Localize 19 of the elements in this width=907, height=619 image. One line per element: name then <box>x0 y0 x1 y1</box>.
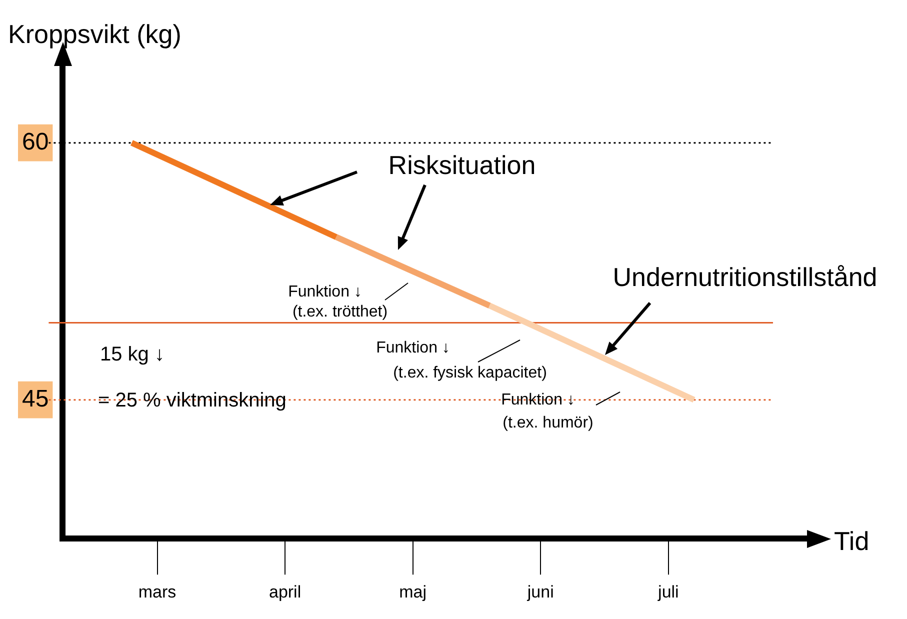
x-tick-label: juli <box>657 582 679 602</box>
y-tick-label: 60 <box>22 128 49 156</box>
y-tick-label: 45 <box>22 385 49 412</box>
annotation: (t.ex. trötthet) <box>292 303 388 320</box>
x-tick-label: maj <box>399 582 427 602</box>
annotation: (t.ex. fysisk kapacitet) <box>393 364 547 382</box>
x-tick-label: juni <box>526 582 554 602</box>
annotation: = 25 % viktminskning <box>98 390 286 412</box>
annotation: 15 kg ↓ <box>100 344 164 366</box>
annotation: Funktion ↓ <box>376 339 450 356</box>
annotation: Undernutritionstillstånd <box>612 262 878 292</box>
annotation: (t.ex. humör) <box>502 414 594 432</box>
annotation: Risksituation <box>388 150 536 180</box>
x-axis-title: Tid <box>834 526 870 556</box>
x-tick-label: april <box>268 582 302 602</box>
y-axis-title: Kroppsvikt (kg) <box>8 19 182 50</box>
annotation: Funktion ↓ <box>288 283 362 300</box>
annotation: Funktion ↓ <box>501 391 575 408</box>
x-tick-label: mars <box>138 582 176 602</box>
